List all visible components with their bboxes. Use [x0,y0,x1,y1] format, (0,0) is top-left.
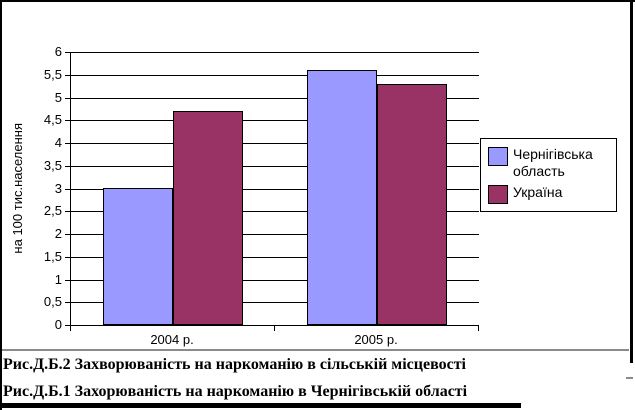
gridline [71,211,479,213]
gridline [71,302,479,304]
bar-chart-object[interactable]: на 100 тис.населення 0 0,5 1 1,5 2 2,5 3 3,5 4 4,… [0,0,635,350]
y-tick-label: 4,5 [43,112,62,128]
y-tick-mark [65,325,70,326]
edge-artifact-dash [626,377,633,379]
y-tick-label: 1 [54,271,62,287]
y-tick-label: 3 [54,180,62,196]
gridline [71,143,479,144]
y-tick-mark [65,234,70,235]
bar-chernihiv-2004 [103,188,173,325]
textbox-border-right [630,0,633,363]
gridline [71,52,479,53]
legend: Чернігівська область Україна [480,138,617,212]
y-tick-mark [65,211,70,213]
y-tick-mark [65,188,70,190]
chart-bottom-edge-line [0,349,629,351]
y-tick-mark [65,97,70,99]
x-axis-label: 2005 р. [354,332,398,347]
y-tick-mark [65,302,70,304]
y-tick-label: 2,5 [43,203,62,219]
y-tick-mark [65,52,70,53]
textbox-border-top [0,0,635,2]
y-tick-label: 6 [54,44,62,59]
y-tick-label: 5 [54,89,62,105]
gridline [71,256,479,258]
legend-item-ukraine: Україна [488,184,612,204]
y-tick-label: 0,5 [43,294,62,310]
figure-caption-1[interactable]: Рис.Д.Б.2 Захворюваність на наркоманію в… [3,356,466,373]
figure-caption-2[interactable]: Рис.Д.Б.1 Захорюваність на наркоманію в … [3,383,468,400]
y-tick-mark [65,143,70,144]
gridline [71,279,479,281]
textbox-border-left [0,0,2,410]
legend-label-chernihiv: Чернігівська область [513,146,593,179]
gridline [71,97,479,99]
gridline [71,74,479,76]
gridline [71,165,479,167]
x-tick-mark [70,326,71,331]
legend-swatch-ukraine [488,185,508,204]
x-axis-label: 2004 р. [150,332,194,347]
plot-area [70,52,479,326]
y-tick-label: 0 [54,317,62,332]
bar-ukraine-2005 [377,84,447,325]
legend-swatch-chernihiv [488,147,508,166]
bar-ukraine-2004 [173,111,243,325]
legend-label-ukraine: Україна [513,184,563,200]
textbox-border-bottom [0,403,521,408]
gridline [71,188,479,190]
y-tick-mark [65,120,70,122]
y-tick-mark [65,74,70,76]
gridline [71,234,479,235]
y-tick-label: 3,5 [43,157,62,173]
gridline [71,120,479,122]
legend-item-chernihiv: Чернігівська область [488,146,612,180]
bar-chernihiv-2005 [307,70,377,325]
y-tick-mark [65,165,70,167]
x-tick-mark [478,326,479,331]
y-tick-label: 2 [54,226,62,241]
y-tick-label: 1,5 [43,248,62,264]
y-tick-label: 5,5 [43,66,62,82]
x-tick-mark [274,326,275,331]
y-tick-mark [65,256,70,258]
y-tick-label: 4 [54,135,62,150]
y-tick-mark [65,279,70,281]
